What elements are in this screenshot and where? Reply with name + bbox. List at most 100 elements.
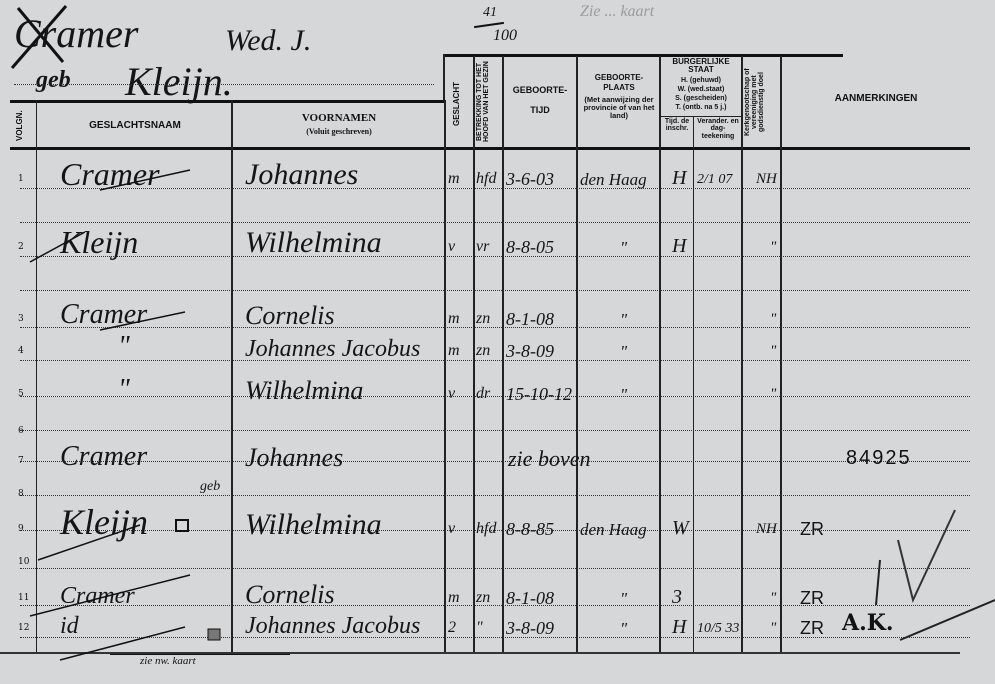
row-number: 6: [18, 426, 24, 436]
col-header-voornamen: VOORNAMEN: [301, 112, 377, 124]
surname-cell: Cramer: [60, 441, 148, 473]
birth-date-cell: 8-8-85: [506, 518, 554, 539]
row-dotted-line: [20, 222, 970, 223]
row-number: 12: [18, 623, 30, 633]
header-left-top-line: [10, 100, 446, 103]
col-sep: [444, 100, 446, 652]
burg-t: T. (ontb. na 5 j.): [675, 104, 727, 111]
cross-out-mark: [8, 2, 68, 70]
row-number: 1: [18, 174, 24, 184]
birth-place-cell: ": [620, 309, 628, 329]
sex-cell: v: [448, 238, 456, 256]
birth-date-cell: 8-8-05: [506, 236, 554, 257]
footer-note-box: [110, 654, 290, 655]
header-suffix: Wed. J.: [225, 24, 312, 57]
church-cell: NH: [756, 521, 777, 538]
birth-place-cell: ": [620, 588, 628, 608]
col-sep: [741, 56, 743, 652]
row-number: 9: [18, 524, 24, 534]
relation-cell: zn: [476, 342, 491, 360]
civil-status-cell: H: [672, 235, 687, 257]
col-sep: [231, 100, 233, 652]
sex-cell: m: [448, 589, 460, 607]
birth-place-cell: ": [620, 237, 628, 257]
col-header-geboorteplaats-sub: (Met aanwijzing der provincie of van het…: [583, 95, 655, 120]
col-header-burgerlijke-staat: BURGERLIJKE STAAT: [672, 57, 730, 75]
header-dotted-line: [14, 84, 434, 85]
burg-s: S. (gescheiden): [675, 95, 727, 102]
maiden-prefix: geb: [36, 67, 71, 93]
remarks-cell: ZR: [800, 617, 824, 638]
row-dotted-line: [20, 327, 970, 328]
row-dotted-line: [20, 290, 970, 291]
burg-h: H. (gehuwd): [680, 77, 722, 84]
ak-stamp: A.K.: [842, 610, 894, 636]
row-number: 3: [18, 314, 24, 324]
header-bottom-line: [10, 147, 970, 150]
fraction-top: 41: [483, 5, 497, 20]
burg-verander: Verander. en dag-teekening: [697, 118, 739, 140]
burg-w: W. (wed.staat): [677, 86, 725, 93]
col-sep: [473, 56, 475, 652]
row-number: 10: [18, 557, 30, 567]
birth-date-cell: zie boven: [508, 446, 591, 472]
birth-place-cell: den Haag: [580, 169, 647, 189]
birth-place-cell: den Haag: [580, 519, 647, 539]
sex-cell: m: [448, 170, 460, 188]
church-cell: NH: [756, 171, 777, 188]
col-header-geboortetijd-1: GEBOORTE-: [512, 85, 568, 95]
birth-place-cell: ": [620, 618, 628, 638]
row-dotted-line: [20, 637, 970, 638]
row-dotted-line: [20, 530, 970, 531]
relation-cell: zn: [476, 589, 491, 607]
given-names-cell: Cornelis: [245, 579, 335, 609]
sex-cell: 2: [448, 619, 456, 637]
row-dotted-line: [20, 495, 970, 496]
header-step-line: [443, 54, 445, 102]
given-names-cell: Johannes: [245, 442, 344, 472]
given-names-cell: Wilhelmina: [245, 507, 382, 541]
col-sep: [693, 116, 694, 652]
church-cell: ": [770, 386, 777, 403]
burg-tijd: Tijd. de inschr.: [664, 118, 690, 133]
given-names-cell: Wilhelmina: [245, 225, 382, 259]
maiden-name: Kleijn.: [125, 59, 233, 104]
surname-cell: ": [118, 374, 130, 406]
birth-date-cell: 3-8-09: [506, 340, 554, 361]
col-header-geslachtsnaam: GESLACHTSNAAM: [89, 120, 181, 131]
row-number: 5: [18, 389, 24, 399]
register-number: 84925: [846, 447, 912, 469]
church-cell: ": [770, 590, 777, 607]
civil-status-cell: W: [672, 517, 689, 539]
row-dotted-line: [20, 430, 970, 431]
surname-cell: Kleijn: [60, 502, 148, 543]
surname-cell: Cramer: [60, 582, 135, 609]
remarks-cell: ZR: [800, 587, 824, 608]
birth-place-cell: ": [620, 384, 628, 404]
given-names-cell: Johannes Jacobus: [245, 335, 421, 362]
table-bottom-line: [0, 652, 960, 654]
col-header-geboorteplaats-2: PLAATS: [603, 83, 635, 92]
surname-cell: ": [118, 331, 130, 363]
church-cell: ": [770, 239, 777, 256]
given-names-cell: Cornelis: [245, 300, 335, 330]
row-number: 8: [18, 489, 24, 499]
row-number: 2: [18, 242, 24, 252]
row-number: 11: [18, 593, 30, 603]
civil-status-cell: 3: [672, 586, 682, 608]
remarks-cell: ZR: [800, 518, 824, 539]
relation-cell: hfd: [476, 170, 497, 188]
col-header-geboorteplaats-1: GEBOORTE-: [594, 73, 644, 82]
given-names-cell: Johannes Jacobus: [245, 612, 421, 639]
civil-status-date-cell: 2/1 07: [697, 172, 733, 188]
col-sep: [659, 56, 661, 652]
header-surname: Cramer: [14, 11, 139, 56]
col-sep: [780, 56, 782, 652]
row-dotted-line: [20, 188, 970, 189]
relation-cell: ": [476, 619, 483, 637]
faint-note: Zie ... kaart: [580, 3, 655, 20]
col-sep: [502, 56, 504, 652]
civil-status-cell: H: [672, 167, 687, 189]
church-cell: ": [770, 343, 777, 360]
